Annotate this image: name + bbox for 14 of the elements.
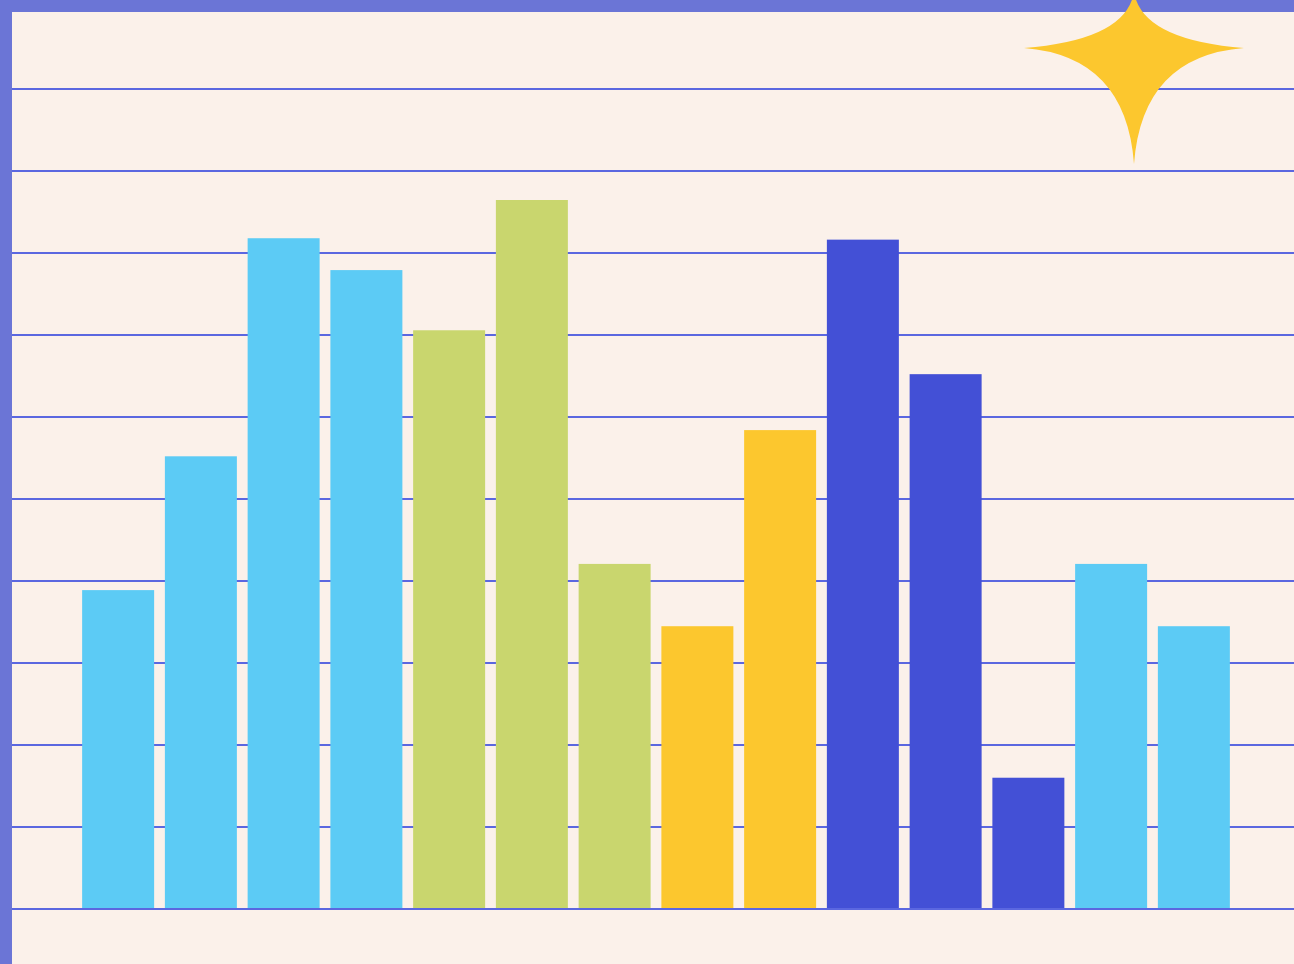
bar xyxy=(744,430,817,908)
bar xyxy=(82,590,155,908)
bar xyxy=(661,626,734,908)
bar xyxy=(992,777,1065,908)
bar xyxy=(330,270,403,908)
bar xyxy=(578,563,651,908)
bar xyxy=(164,456,237,908)
bar xyxy=(909,374,982,908)
bar xyxy=(247,238,320,908)
bar xyxy=(495,200,568,908)
bar xyxy=(413,330,486,908)
bar xyxy=(1075,563,1148,908)
bar xyxy=(1157,626,1230,908)
bar xyxy=(826,239,899,908)
